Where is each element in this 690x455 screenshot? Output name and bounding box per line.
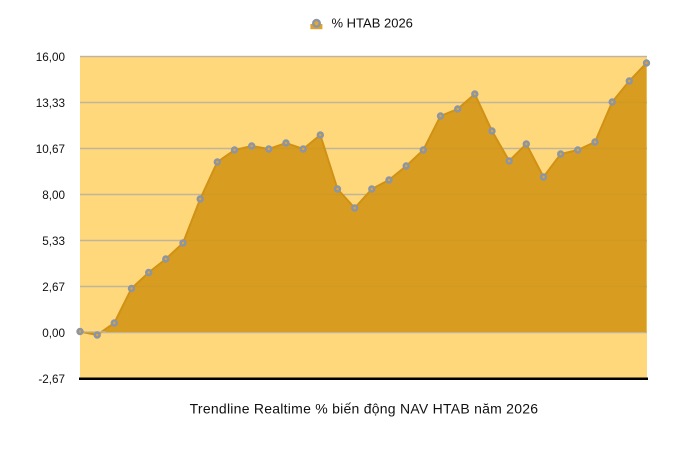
svg-text:13,33: 13,33 (36, 97, 65, 110)
svg-text:Trendline Realtime % biến động: Trendline Realtime % biến động NAV HTAB … (190, 401, 539, 417)
svg-text:8,00: 8,00 (42, 189, 65, 202)
svg-text:0,00: 0,00 (42, 327, 65, 340)
svg-text:-2,67: -2,67 (38, 373, 65, 386)
svg-text:10,67: 10,67 (36, 143, 65, 156)
svg-text:% HTAB 2026: % HTAB 2026 (332, 16, 413, 31)
svg-text:16,00: 16,00 (36, 51, 66, 64)
svg-text:2,67: 2,67 (42, 281, 65, 294)
svg-text:5,33: 5,33 (42, 235, 65, 248)
